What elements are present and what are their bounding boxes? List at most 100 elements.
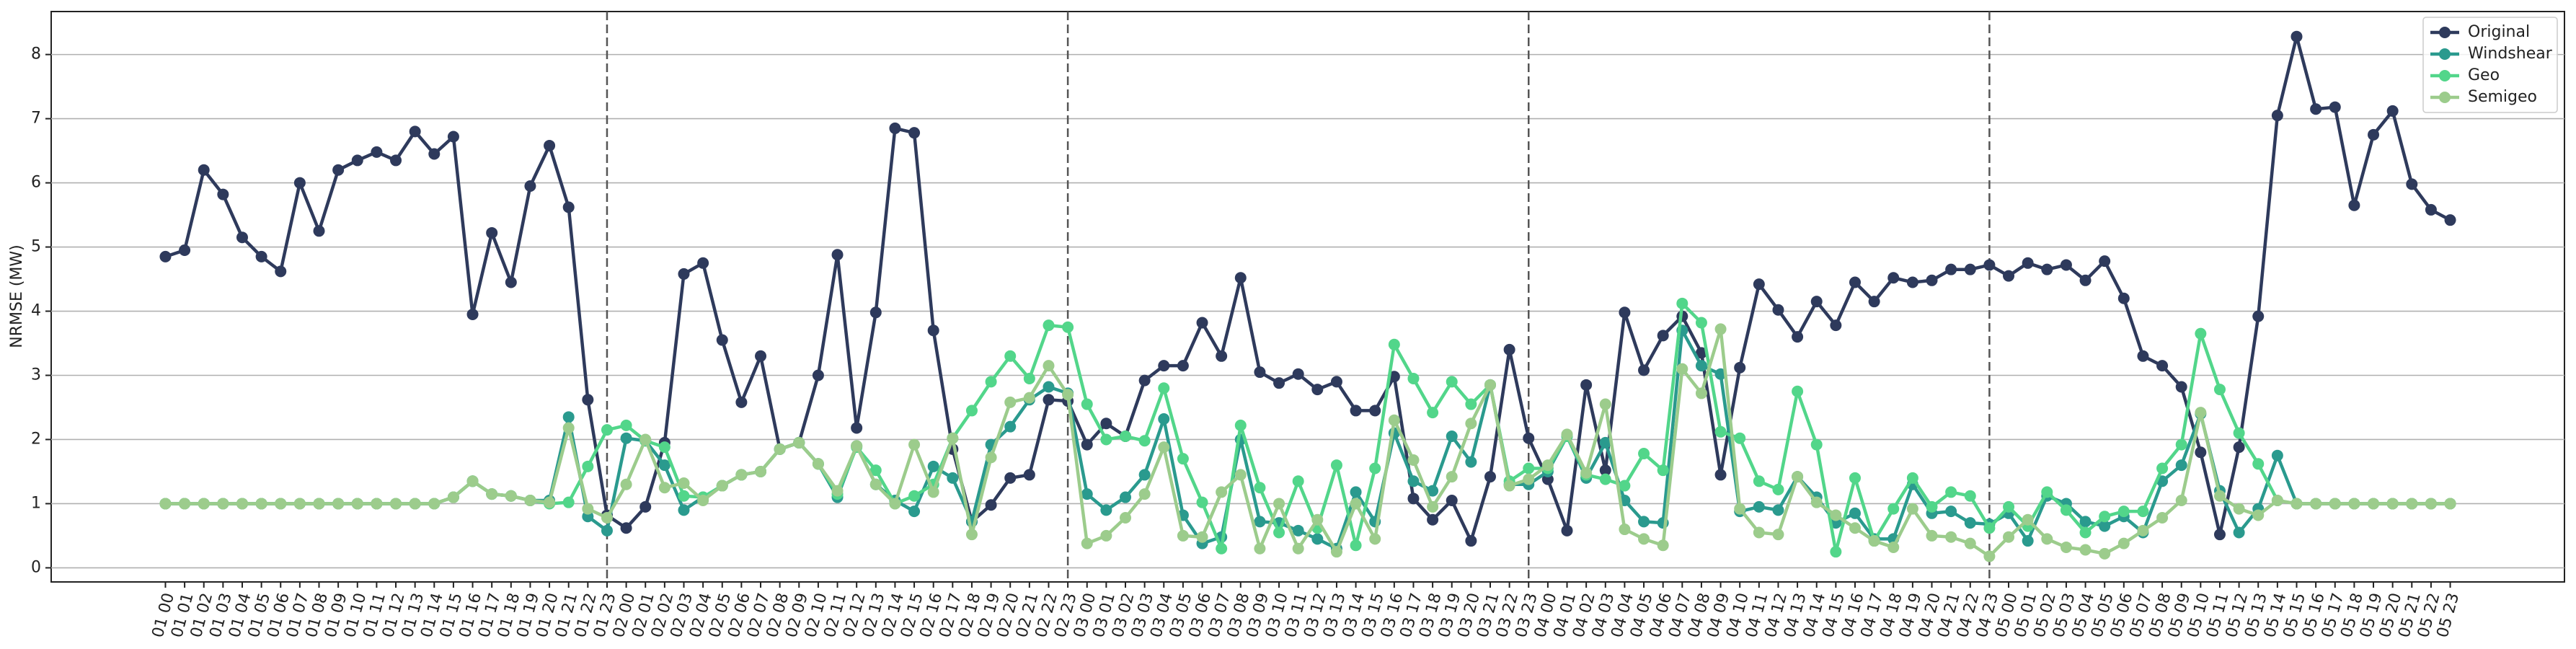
point bbox=[236, 231, 248, 244]
point bbox=[1753, 278, 1765, 291]
point bbox=[2213, 490, 2226, 502]
series-line bbox=[164, 35, 2451, 543]
y-tick-label: 7 bbox=[31, 110, 41, 128]
point bbox=[2386, 105, 2399, 117]
point bbox=[371, 146, 383, 158]
point bbox=[1100, 418, 1112, 430]
y-tick-label: 0 bbox=[31, 558, 41, 576]
point bbox=[1849, 276, 1861, 288]
point bbox=[1599, 464, 1611, 477]
point bbox=[678, 490, 690, 502]
point bbox=[562, 496, 575, 508]
point bbox=[2117, 537, 2130, 549]
point bbox=[1792, 385, 1804, 397]
point bbox=[1906, 276, 1918, 288]
point bbox=[1772, 529, 1784, 541]
point bbox=[2175, 438, 2187, 451]
point bbox=[466, 308, 479, 320]
point bbox=[1926, 500, 1938, 513]
point bbox=[524, 495, 536, 506]
point bbox=[351, 498, 363, 510]
point bbox=[1484, 379, 1496, 391]
point bbox=[544, 139, 556, 151]
point bbox=[1043, 381, 1055, 393]
point bbox=[428, 148, 441, 160]
point bbox=[1292, 524, 1304, 537]
point bbox=[1004, 472, 1017, 484]
point bbox=[851, 422, 863, 434]
point bbox=[1619, 480, 1631, 492]
point bbox=[1810, 496, 1823, 508]
point bbox=[1619, 306, 1631, 319]
point bbox=[1523, 462, 1535, 474]
point bbox=[965, 405, 978, 417]
point bbox=[2156, 512, 2169, 524]
point bbox=[2213, 384, 2226, 396]
point bbox=[1695, 347, 1707, 359]
point bbox=[908, 505, 921, 518]
point bbox=[2271, 495, 2283, 506]
point bbox=[1350, 486, 1362, 498]
point bbox=[2175, 381, 2187, 393]
point bbox=[755, 465, 767, 477]
point bbox=[1043, 394, 1055, 406]
point bbox=[1407, 372, 1420, 384]
point bbox=[2156, 462, 2169, 474]
point bbox=[678, 268, 690, 280]
point bbox=[293, 498, 306, 510]
point bbox=[1427, 513, 1439, 526]
point bbox=[332, 498, 345, 510]
point bbox=[1868, 296, 1880, 308]
point bbox=[1541, 459, 1554, 472]
point bbox=[851, 440, 863, 452]
point bbox=[179, 498, 191, 510]
point bbox=[2406, 178, 2418, 190]
point bbox=[1158, 360, 1170, 372]
point bbox=[1177, 360, 1189, 372]
point bbox=[1906, 503, 1918, 515]
point bbox=[1023, 392, 1035, 404]
point bbox=[1004, 396, 1017, 408]
legend-box bbox=[2422, 17, 2558, 113]
point bbox=[159, 498, 172, 510]
point bbox=[447, 131, 459, 143]
point bbox=[1465, 456, 1477, 468]
point bbox=[1273, 498, 1285, 510]
point bbox=[1599, 436, 1611, 449]
point bbox=[2060, 259, 2072, 271]
point bbox=[1753, 526, 1765, 539]
point bbox=[1427, 407, 1439, 419]
point bbox=[1350, 498, 1362, 510]
point bbox=[1292, 542, 1304, 555]
point bbox=[2310, 498, 2322, 510]
point bbox=[2406, 498, 2418, 510]
point bbox=[1023, 469, 1035, 481]
point bbox=[1695, 317, 1707, 329]
point bbox=[1983, 550, 1996, 562]
point bbox=[1695, 387, 1707, 399]
point bbox=[1138, 374, 1151, 387]
point bbox=[2310, 103, 2322, 115]
point bbox=[1254, 482, 1266, 494]
point bbox=[1311, 384, 1324, 396]
point bbox=[582, 394, 594, 406]
point bbox=[2117, 505, 2130, 518]
point bbox=[2003, 500, 2015, 513]
point bbox=[639, 433, 652, 446]
point bbox=[2156, 360, 2169, 372]
point bbox=[1945, 486, 1957, 498]
point bbox=[1196, 531, 1208, 543]
point bbox=[1407, 475, 1420, 487]
point bbox=[1388, 371, 1400, 383]
point bbox=[1388, 414, 1400, 426]
point bbox=[1657, 539, 1669, 552]
point bbox=[1523, 432, 1535, 444]
point bbox=[1023, 372, 1035, 384]
point bbox=[1100, 529, 1112, 542]
point bbox=[2195, 446, 2207, 459]
point bbox=[2271, 110, 2283, 122]
point bbox=[2233, 441, 2245, 454]
point bbox=[1369, 462, 1381, 474]
point bbox=[1120, 491, 1132, 503]
